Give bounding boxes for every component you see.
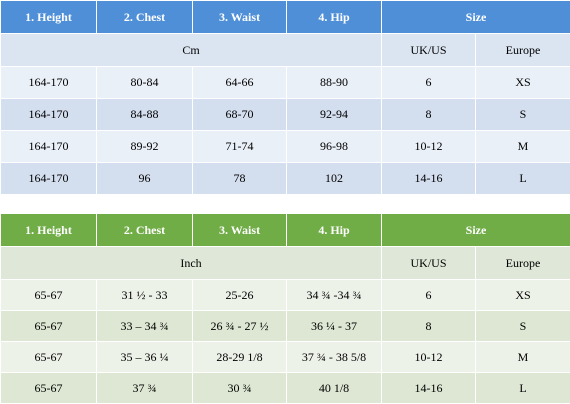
table-row: 164-170 84-88 68-70 92-94 8 S (1, 99, 570, 131)
waist-cell: 25-26 (193, 280, 287, 311)
uk-us-label: UK/US (382, 247, 476, 280)
unit-label: Inch (1, 247, 382, 280)
europe-label: Europe (476, 34, 570, 67)
europe-cell: L (476, 163, 570, 195)
chest-cell: 35 – 36 ¼ (97, 342, 193, 373)
chest-cell: 96 (97, 163, 193, 195)
unit-row: Cm UK/US Europe (1, 34, 570, 67)
header-size: Size (382, 1, 570, 34)
hip-cell: 34 ¾ -34 ¾ (287, 280, 382, 311)
header-chest: 2. Chest (97, 1, 193, 34)
uk-us-cell: 8 (382, 99, 476, 131)
europe-label: Europe (476, 247, 570, 280)
uk-us-cell: 10-12 (382, 131, 476, 163)
height-cell: 65-67 (1, 280, 97, 311)
table-row: 65-67 31 ½ - 33 25-26 34 ¾ -34 ¾ 6 XS (1, 280, 570, 311)
table-row: 164-170 80-84 64-66 88-90 6 XS (1, 67, 570, 99)
uk-us-cell: 10-12 (382, 342, 476, 373)
header-hip: 4. Hip (287, 1, 382, 34)
height-cell: 65-67 (1, 373, 97, 404)
height-cell: 65-67 (1, 311, 97, 342)
chest-cell: 37 ¾ (97, 373, 193, 404)
europe-cell: XS (476, 280, 570, 311)
europe-cell: L (476, 373, 570, 404)
europe-cell: S (476, 99, 570, 131)
hip-cell: 37 ¾ - 38 5/8 (287, 342, 382, 373)
hip-cell: 96-98 (287, 131, 382, 163)
uk-us-cell: 6 (382, 67, 476, 99)
hip-cell: 36 ¼ - 37 (287, 311, 382, 342)
uk-us-cell: 14-16 (382, 373, 476, 404)
height-cell: 164-170 (1, 163, 97, 195)
waist-cell: 78 (193, 163, 287, 195)
table-row: 65-67 33 – 34 ¾ 26 ¾ - 27 ½ 36 ¼ - 37 8 … (1, 311, 570, 342)
table-row: 164-170 89-92 71-74 96-98 10-12 M (1, 131, 570, 163)
inch-size-table: 1. Height 2. Chest 3. Waist 4. Hip Size … (0, 213, 570, 404)
chest-cell: 33 – 34 ¾ (97, 311, 193, 342)
uk-us-cell: 14-16 (382, 163, 476, 195)
table-row: 164-170 96 78 102 14-16 L (1, 163, 570, 195)
header-waist: 3. Waist (193, 214, 287, 247)
europe-cell: S (476, 311, 570, 342)
cm-size-table: 1. Height 2. Chest 3. Waist 4. Hip Size … (0, 0, 570, 195)
uk-us-cell: 6 (382, 280, 476, 311)
height-cell: 65-67 (1, 342, 97, 373)
waist-cell: 28-29 1/8 (193, 342, 287, 373)
hip-cell: 40 1/8 (287, 373, 382, 404)
unit-row: Inch UK/US Europe (1, 247, 570, 280)
header-row: 1. Height 2. Chest 3. Waist 4. Hip Size (1, 214, 570, 247)
waist-cell: 30 ¾ (193, 373, 287, 404)
hip-cell: 88-90 (287, 67, 382, 99)
waist-cell: 71-74 (193, 131, 287, 163)
header-row: 1. Height 2. Chest 3. Waist 4. Hip Size (1, 1, 570, 34)
height-cell: 164-170 (1, 131, 97, 163)
hip-cell: 92-94 (287, 99, 382, 131)
uk-us-label: UK/US (382, 34, 476, 67)
chest-cell: 31 ½ - 33 (97, 280, 193, 311)
header-height: 1. Height (1, 1, 97, 34)
waist-cell: 26 ¾ - 27 ½ (193, 311, 287, 342)
waist-cell: 64-66 (193, 67, 287, 99)
header-hip: 4. Hip (287, 214, 382, 247)
europe-cell: M (476, 131, 570, 163)
unit-label: Cm (1, 34, 382, 67)
header-size: Size (382, 214, 570, 247)
chest-cell: 80-84 (97, 67, 193, 99)
height-cell: 164-170 (1, 99, 97, 131)
chest-cell: 89-92 (97, 131, 193, 163)
table-row: 65-67 37 ¾ 30 ¾ 40 1/8 14-16 L (1, 373, 570, 404)
table-row: 65-67 35 – 36 ¼ 28-29 1/8 37 ¾ - 38 5/8 … (1, 342, 570, 373)
height-cell: 164-170 (1, 67, 97, 99)
europe-cell: M (476, 342, 570, 373)
uk-us-cell: 8 (382, 311, 476, 342)
chest-cell: 84-88 (97, 99, 193, 131)
europe-cell: XS (476, 67, 570, 99)
header-height: 1. Height (1, 214, 97, 247)
hip-cell: 102 (287, 163, 382, 195)
waist-cell: 68-70 (193, 99, 287, 131)
header-waist: 3. Waist (193, 1, 287, 34)
header-chest: 2. Chest (97, 214, 193, 247)
